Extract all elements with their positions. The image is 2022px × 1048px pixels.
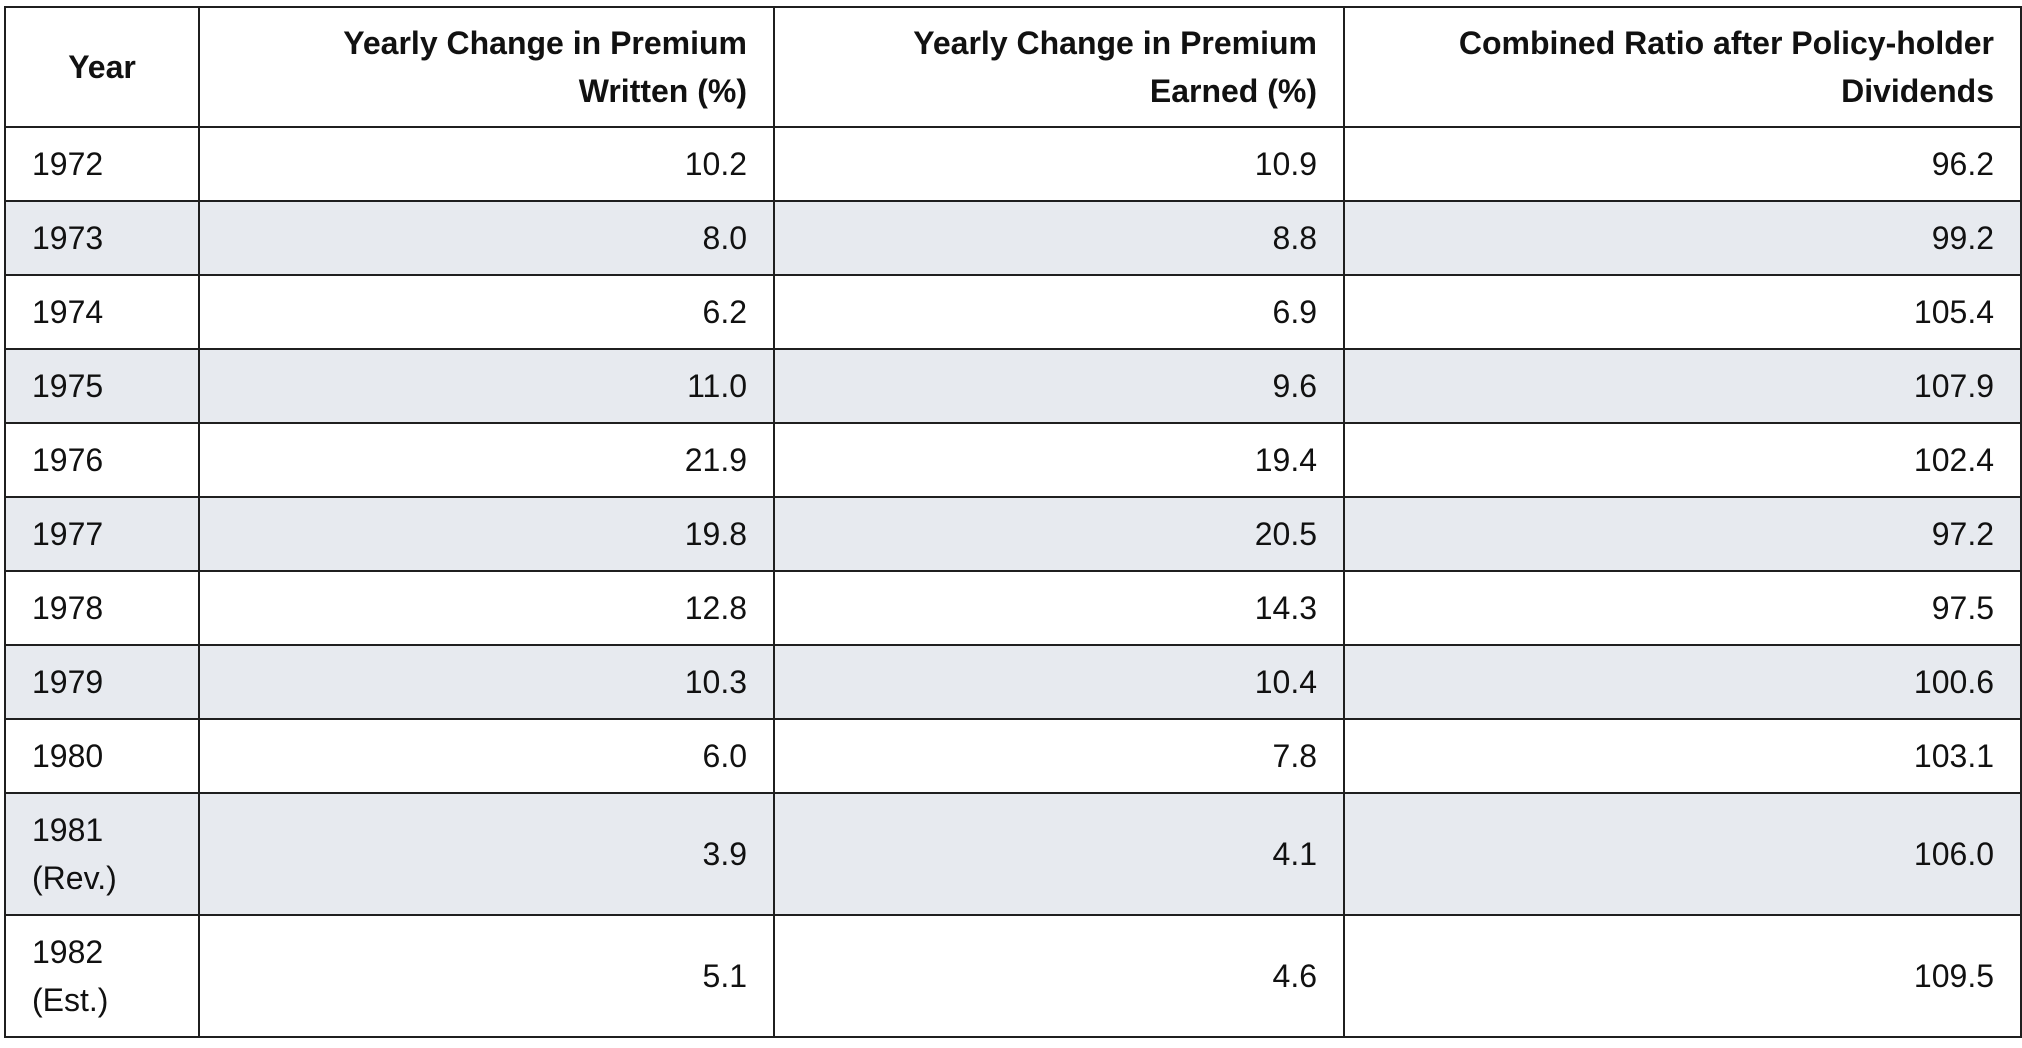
table-row: 1973 8.0 8.8 99.2: [4, 200, 2022, 276]
year-column-header: Year: [4, 6, 200, 128]
insurance-data-table: Year Yearly Change in Premium Written (%…: [4, 6, 2022, 1038]
combined-ratio-cell: 109.5: [1343, 914, 2022, 1038]
premium-written-cell: 12.8: [198, 570, 775, 646]
premium-earned-cell: 8.8: [773, 200, 1345, 276]
year-note: (Rev.): [32, 860, 117, 896]
combined-ratio-cell: 97.2: [1343, 496, 2022, 572]
year-value: 1977: [32, 516, 104, 552]
year-value: 1973: [32, 220, 104, 256]
premium-written-cell: 6.0: [198, 718, 775, 794]
premium-earned-cell: 4.1: [773, 792, 1345, 916]
year-cell: 1982 (Est.): [4, 914, 200, 1038]
table-row: 1974 6.2 6.9 105.4: [4, 274, 2022, 350]
combined-ratio-cell: 96.2: [1343, 126, 2022, 202]
premium-written-cell: 19.8: [198, 496, 775, 572]
combined-ratio-cell: 106.0: [1343, 792, 2022, 916]
year-cell: 1976: [4, 422, 200, 498]
year-cell: 1975: [4, 348, 200, 424]
premium-earned-cell: 10.9: [773, 126, 1345, 202]
premium-earned-cell: 9.6: [773, 348, 1345, 424]
year-value: 1972: [32, 146, 104, 182]
table-row: 1976 21.9 19.4 102.4: [4, 422, 2022, 498]
premium-written-cell: 6.2: [198, 274, 775, 350]
combined-ratio-column-header: Combined Ratio after Policy-holder Divid…: [1343, 6, 2022, 128]
table-row: 1982 (Est.) 5.1 4.6 109.5: [4, 914, 2022, 1038]
premium-earned-cell: 4.6: [773, 914, 1345, 1038]
premium-earned-cell: 7.8: [773, 718, 1345, 794]
combined-ratio-cell: 102.4: [1343, 422, 2022, 498]
combined-ratio-cell: 100.6: [1343, 644, 2022, 720]
year-cell: 1980: [4, 718, 200, 794]
year-cell: 1972: [4, 126, 200, 202]
year-value: 1979: [32, 664, 104, 700]
year-cell: 1981 (Rev.): [4, 792, 200, 916]
premium-written-cell: 8.0: [198, 200, 775, 276]
premium-earned-column-header: Yearly Change in Premium Earned (%): [773, 6, 1345, 128]
combined-ratio-cell: 99.2: [1343, 200, 2022, 276]
premium-earned-cell: 19.4: [773, 422, 1345, 498]
table-row: 1978 12.8 14.3 97.5: [4, 570, 2022, 646]
premium-earned-cell: 10.4: [773, 644, 1345, 720]
table-row: 1975 11.0 9.6 107.9: [4, 348, 2022, 424]
combined-ratio-cell: 107.9: [1343, 348, 2022, 424]
premium-earned-cell: 14.3: [773, 570, 1345, 646]
premium-written-cell: 10.3: [198, 644, 775, 720]
table-row: 1979 10.3 10.4 100.6: [4, 644, 2022, 720]
year-value: 1982: [32, 934, 104, 970]
table-row: 1972 10.2 10.9 96.2: [4, 126, 2022, 202]
combined-ratio-cell: 105.4: [1343, 274, 2022, 350]
premium-written-cell: 5.1: [198, 914, 775, 1038]
year-cell: 1979: [4, 644, 200, 720]
premium-written-cell: 11.0: [198, 348, 775, 424]
header-row: Year Yearly Change in Premium Written (%…: [4, 6, 2022, 128]
table-row: 1977 19.8 20.5 97.2: [4, 496, 2022, 572]
year-value: 1978: [32, 590, 104, 626]
premium-earned-cell: 20.5: [773, 496, 1345, 572]
premium-written-cell: 10.2: [198, 126, 775, 202]
premium-written-cell: 21.9: [198, 422, 775, 498]
premium-earned-cell: 6.9: [773, 274, 1345, 350]
combined-ratio-cell: 103.1: [1343, 718, 2022, 794]
year-value: 1976: [32, 442, 104, 478]
table-header: Year Yearly Change in Premium Written (%…: [4, 6, 2022, 128]
year-value: 1974: [32, 294, 104, 330]
year-cell: 1973: [4, 200, 200, 276]
combined-ratio-cell: 97.5: [1343, 570, 2022, 646]
table-row: 1980 6.0 7.8 103.1: [4, 718, 2022, 794]
year-cell: 1974: [4, 274, 200, 350]
table-body: 1972 10.2 10.9 96.2 1973 8.0 8.8 99.2 1974 6.2 6.9…: [4, 126, 2022, 1038]
year-cell: 1977: [4, 496, 200, 572]
year-note: (Est.): [32, 982, 109, 1018]
premium-written-cell: 3.9: [198, 792, 775, 916]
year-value: 1981: [32, 812, 104, 848]
table-row: 1981 (Rev.) 3.9 4.1 106.0: [4, 792, 2022, 916]
year-value: 1975: [32, 368, 104, 404]
insurance-data-table-container: Year Yearly Change in Premium Written (%…: [4, 6, 2022, 1038]
year-value: 1980: [32, 738, 104, 774]
premium-written-column-header: Yearly Change in Premium Written (%): [198, 6, 775, 128]
year-cell: 1978: [4, 570, 200, 646]
